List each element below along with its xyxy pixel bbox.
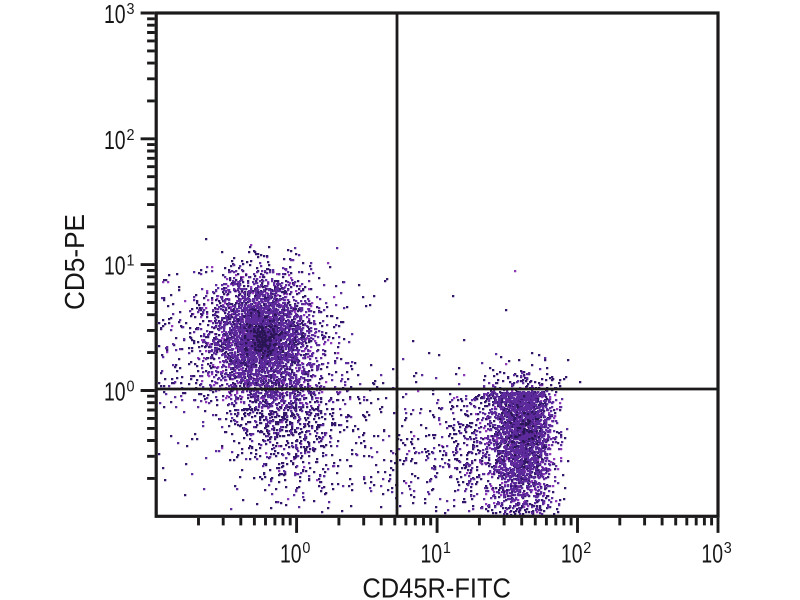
- svg-text:0: 0: [127, 379, 135, 396]
- svg-text:10: 10: [104, 253, 126, 281]
- svg-text:1: 1: [443, 540, 451, 557]
- svg-text:1: 1: [127, 253, 135, 270]
- svg-text:10: 10: [104, 1, 126, 29]
- svg-text:10: 10: [701, 541, 723, 569]
- svg-text:10: 10: [280, 541, 302, 569]
- svg-text:10: 10: [104, 127, 126, 155]
- svg-text:0: 0: [302, 540, 310, 557]
- svg-text:2: 2: [127, 127, 135, 144]
- svg-text:10: 10: [104, 379, 126, 407]
- svg-text:10: 10: [421, 541, 443, 569]
- svg-text:2: 2: [583, 540, 591, 557]
- svg-text:CD45R-FITC: CD45R-FITC: [362, 573, 511, 600]
- svg-text:CD5-PE: CD5-PE: [59, 214, 90, 310]
- svg-text:3: 3: [127, 1, 135, 18]
- svg-text:10: 10: [561, 541, 583, 569]
- svg-text:3: 3: [724, 540, 732, 557]
